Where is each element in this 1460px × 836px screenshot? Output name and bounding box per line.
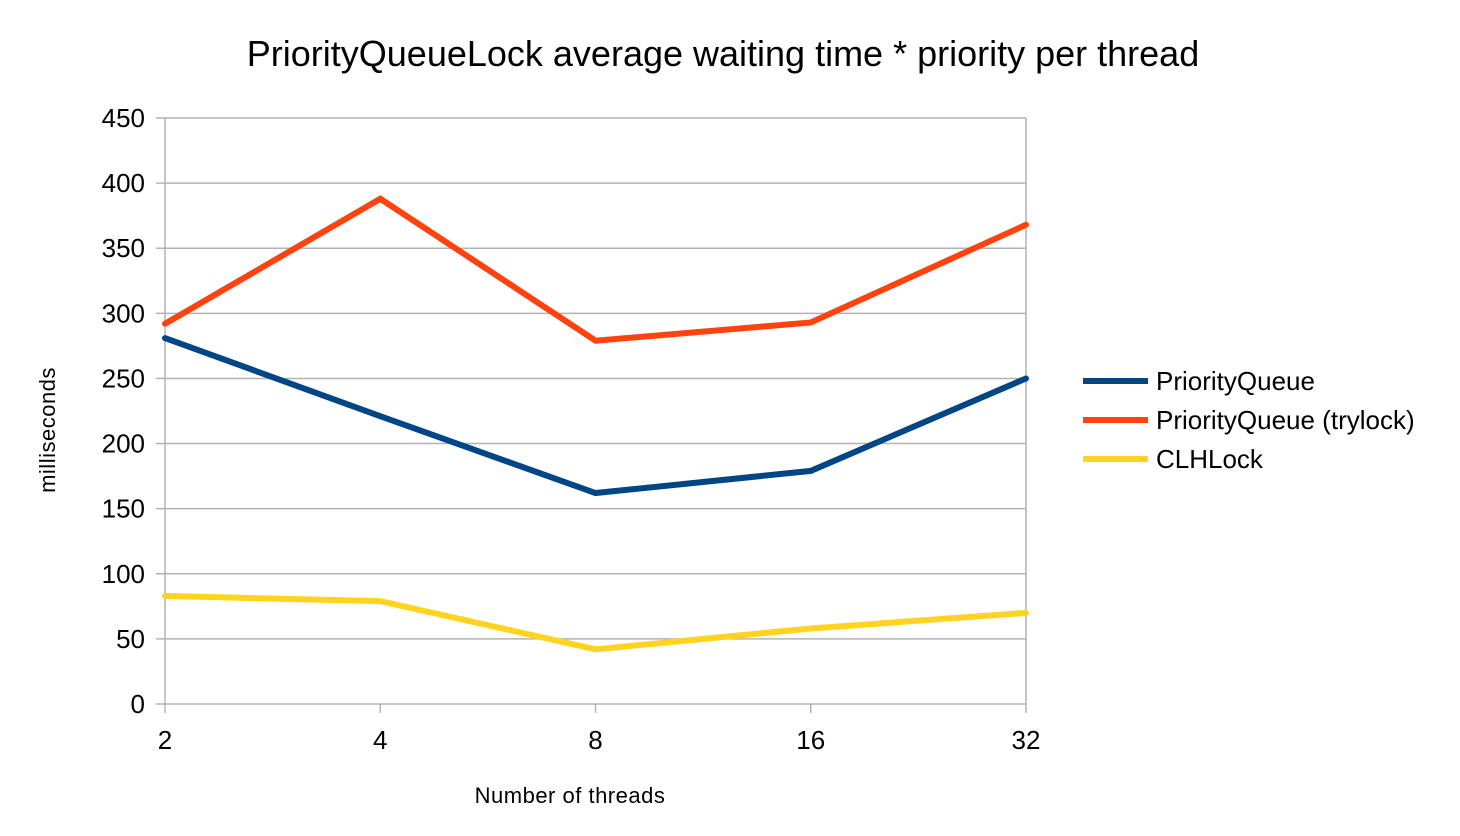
series-lines: [162, 195, 1029, 653]
y-tick-label: 250: [102, 363, 145, 393]
data-point-priorityqueue-trylock: [377, 195, 384, 202]
y-tick-labels: 0 50 100 150 200 250 300 350 400 450: [102, 103, 145, 719]
data-point-clhlock: [592, 646, 599, 653]
series-line-priorityqueue-trylock: [163, 195, 1028, 344]
x-tick-label: 8: [588, 725, 602, 755]
y-tick-label: 150: [102, 494, 145, 524]
data-point-priorityqueue: [592, 490, 599, 497]
legend: PriorityQueue PriorityQueue (trylock) CLHL…: [1083, 366, 1415, 474]
data-point-priorityqueue-trylock: [1023, 221, 1029, 228]
data-point-clhlock: [807, 625, 814, 632]
y-tick-label: 400: [102, 168, 145, 198]
y-tick-label: 0: [131, 689, 145, 719]
legend-item-clhlock: CLHLock: [1083, 444, 1264, 474]
y-tick-label: 450: [102, 103, 145, 133]
x-tick-label: 32: [1012, 725, 1041, 755]
data-point-priorityqueue: [807, 467, 814, 474]
legend-label: PriorityQueue: [1156, 366, 1315, 396]
y-tick-label: 50: [116, 624, 145, 654]
data-point-priorityqueue-trylock: [807, 319, 814, 326]
data-point-clhlock: [1023, 609, 1029, 616]
series-line-clhlock: [164, 592, 1027, 653]
x-tick-labels: 2 4 8 16 32: [158, 725, 1041, 755]
x-tick-label: 16: [796, 725, 825, 755]
data-point-priorityqueue: [377, 413, 384, 420]
data-point-priorityqueue: [162, 335, 168, 342]
y-tick-label: 300: [102, 298, 145, 328]
legend-item-priorityqueue: PriorityQueue: [1083, 366, 1315, 396]
legend-label: PriorityQueue (trylock): [1156, 405, 1415, 435]
x-tick-label: 4: [373, 725, 387, 755]
data-point-priorityqueue-trylock: [162, 320, 168, 327]
data-point-priorityqueue-trylock: [592, 337, 599, 344]
x-axis-title: Number of threads: [475, 783, 666, 808]
chart-title: PriorityQueueLock average waiting time *…: [247, 33, 1199, 74]
data-point-clhlock: [377, 598, 384, 605]
x-tick-label: 2: [158, 725, 172, 755]
legend-item-priorityqueue-trylock: PriorityQueue (trylock): [1083, 405, 1415, 435]
series-line-priorityqueue: [163, 335, 1028, 497]
axes: [156, 117, 1027, 713]
y-tick-label: 350: [102, 233, 145, 263]
grid-lines: [165, 117, 1026, 640]
data-point-priorityqueue: [1023, 375, 1029, 382]
data-point-clhlock: [162, 592, 168, 599]
legend-label: CLHLock: [1156, 444, 1264, 474]
y-axis-title: milliseconds: [35, 367, 60, 493]
y-tick-label: 100: [102, 559, 145, 589]
y-tick-label: 200: [102, 429, 145, 459]
